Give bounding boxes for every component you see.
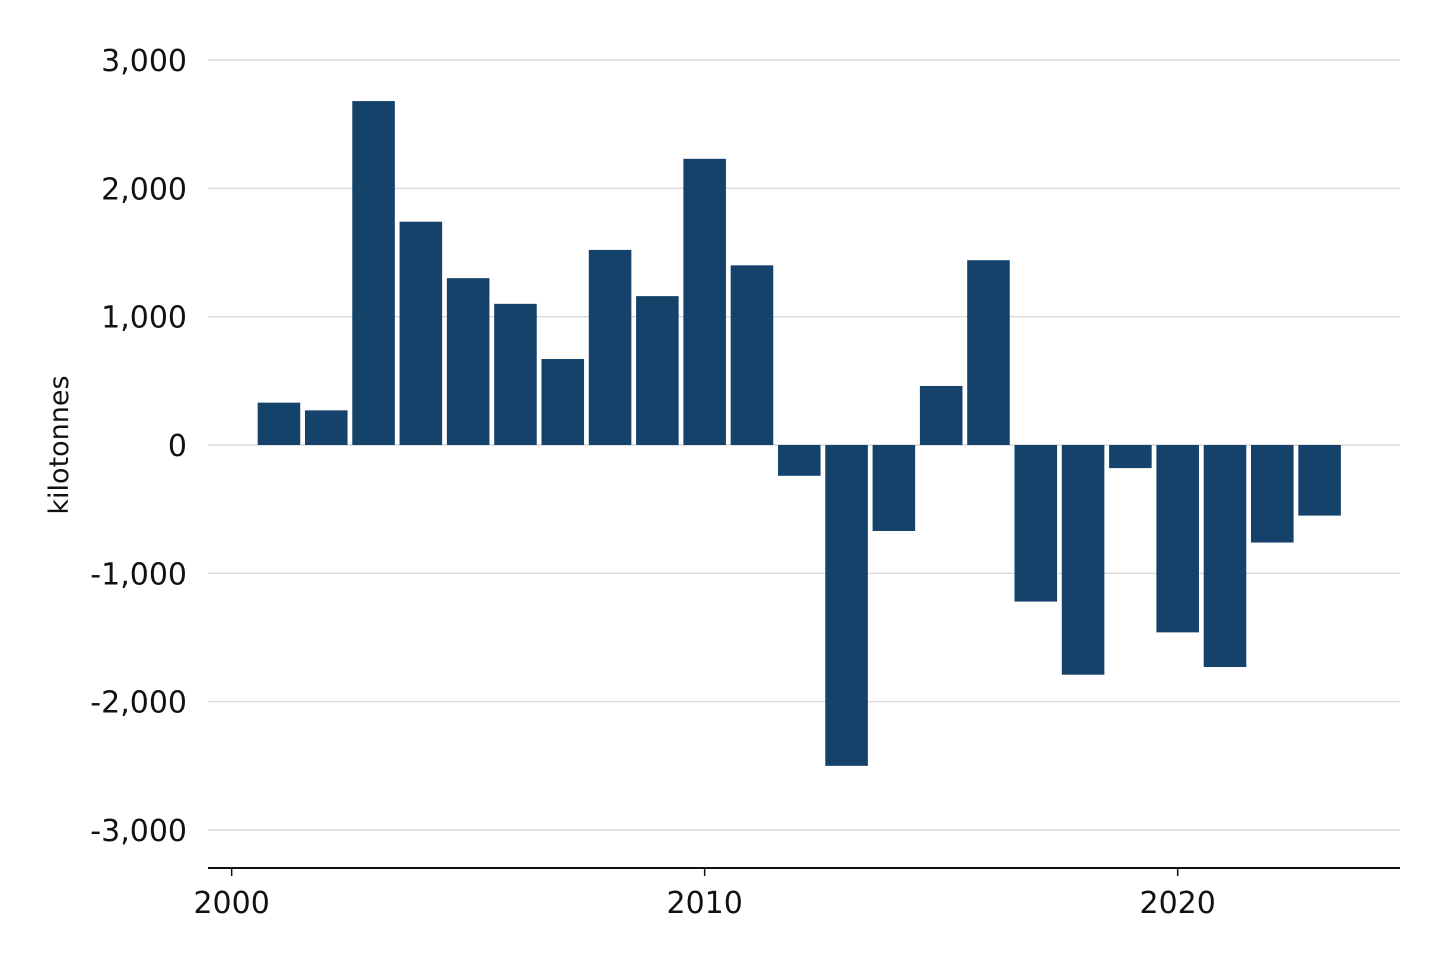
bar	[257, 402, 301, 445]
bar	[636, 296, 679, 445]
x-axis-tick-labels: 2000 2010 2020	[193, 886, 1215, 921]
bar	[446, 278, 490, 445]
bar	[1203, 445, 1247, 668]
bar	[919, 385, 963, 445]
y-tick-label: 0	[168, 429, 187, 464]
y-tick-label: -1,000	[90, 557, 187, 592]
bar	[730, 265, 774, 445]
x-tick-label: 2000	[193, 886, 269, 921]
y-tick-label: -2,000	[90, 686, 187, 721]
y-axis-tick-labels: 3,000 2,000 1,000 0 -1,000 -2,000 -3,000	[90, 44, 187, 849]
bar	[399, 221, 443, 445]
bar	[352, 101, 395, 446]
x-axis	[208, 867, 1400, 876]
bars	[257, 101, 1341, 766]
y-tick-label: 3,000	[101, 44, 187, 79]
bar	[683, 158, 726, 446]
y-tick-label: 2,000	[101, 172, 187, 207]
bar	[1109, 445, 1152, 469]
y-tick-label: -3,000	[90, 814, 187, 849]
bar	[1061, 445, 1105, 675]
y-tick-label: 1,000	[101, 301, 187, 336]
bar	[304, 410, 348, 445]
bar	[1251, 445, 1294, 543]
bar	[1014, 445, 1058, 602]
bar	[494, 303, 537, 445]
x-tick-label: 2020	[1140, 886, 1216, 921]
y-axis-title: kilotonnes	[44, 375, 75, 514]
bar	[1298, 445, 1341, 516]
bar	[825, 445, 868, 766]
bar	[967, 260, 1010, 445]
bar	[588, 249, 632, 445]
bar	[1156, 445, 1199, 633]
x-tick-label: 2010	[666, 886, 742, 921]
bar	[541, 359, 585, 445]
bar	[872, 445, 916, 531]
bar	[777, 445, 821, 476]
